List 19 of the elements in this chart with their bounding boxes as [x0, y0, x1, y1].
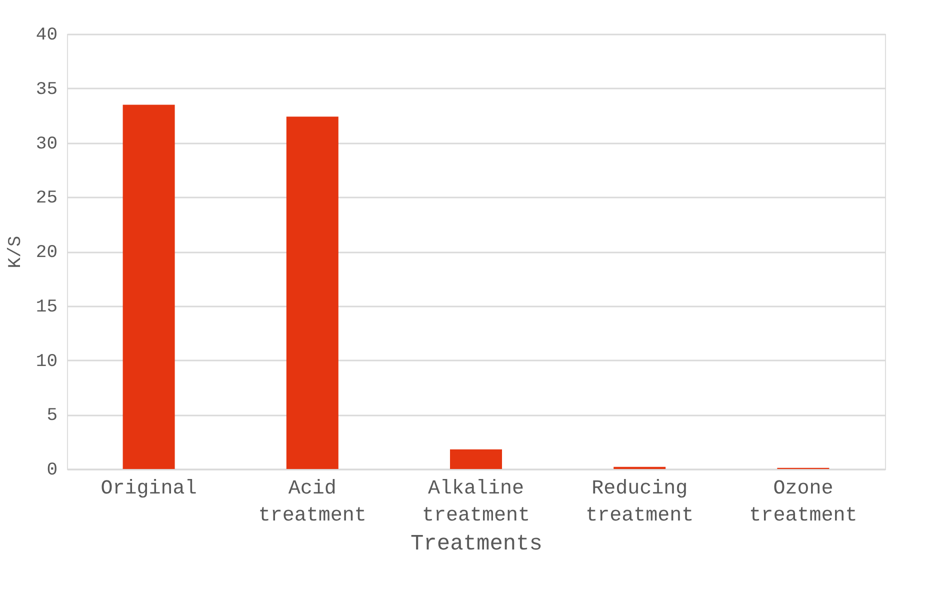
bar [286, 116, 338, 469]
y-tick-label: 35 [36, 80, 58, 100]
y-tick-label: 25 [36, 188, 58, 209]
x-axis-title: Treatments [410, 532, 543, 556]
x-tick-label: Ozone treatment [749, 478, 858, 528]
y-tick-label: 40 [36, 26, 58, 46]
x-tick-label: Reducing treatment [586, 478, 694, 528]
y-tick-label: 5 [46, 406, 58, 426]
bar [450, 449, 502, 469]
y-tick-label: 20 [36, 243, 58, 263]
bar [122, 104, 175, 469]
y-tick-label: 0 [46, 460, 58, 480]
y-tick-label: 30 [36, 134, 58, 154]
x-tick-label: Acid treatment [258, 478, 366, 528]
y-tick-label: 10 [36, 352, 58, 372]
x-tick-label: Alkaline treatment [422, 478, 530, 528]
y-tick-label: 15 [36, 297, 58, 318]
y-axis-title: K/S [6, 236, 26, 268]
x-tick-label: Original [100, 478, 197, 500]
